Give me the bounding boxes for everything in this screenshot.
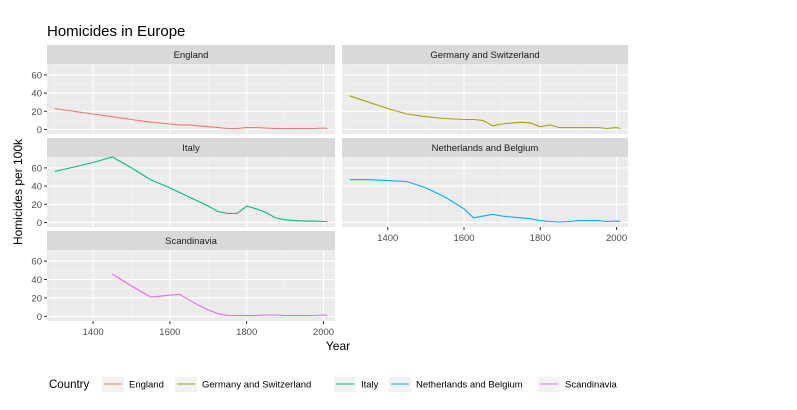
legend-item-scandinavia: Scandinavia xyxy=(538,377,617,392)
facet-strip-label: Germany and Switzerland xyxy=(430,50,539,61)
x-axis-title: Year xyxy=(326,339,350,353)
series-line-italy xyxy=(54,156,328,223)
y-axis-title: Homicides per 100k xyxy=(11,138,25,245)
x-tick-label: 1800 xyxy=(530,233,551,244)
y-tick-label: 0 xyxy=(37,218,42,229)
facet-strip xyxy=(47,138,335,157)
y-tick-label: 40 xyxy=(31,275,42,286)
legend-item-germany-and-switzerland: Germany and Switzerland xyxy=(175,377,311,392)
legend-label: Germany and Switzerland xyxy=(202,380,311,391)
facet-strip-label: Scandinavia xyxy=(165,236,217,247)
legend-item-italy: Italy xyxy=(334,377,379,392)
y-tick-label: 20 xyxy=(31,293,42,304)
facet-strip xyxy=(342,138,628,157)
x-tick-label: 1400 xyxy=(377,233,398,244)
legend-label: Netherlands and Belgium xyxy=(416,380,523,391)
facet-scandinavia: Scandinavia 0 20 40 60 1400 1600 1800 2000 xyxy=(31,231,335,338)
y-tick-label: 60 xyxy=(31,70,42,81)
x-tick-label: 2000 xyxy=(313,327,334,338)
legend-label: Italy xyxy=(361,380,379,391)
chart-title: Homicides in Europe xyxy=(47,23,185,40)
panel-background xyxy=(47,250,335,321)
facet-netherlands-and-belgium: Netherlands and Belgium 1400 1600 1800 2000 xyxy=(342,138,628,244)
legend: Country England Germany and Switzerland It… xyxy=(49,377,617,392)
series-line-scandinavia xyxy=(112,273,328,317)
facet-strip-label: England xyxy=(174,50,209,61)
facet-strip xyxy=(47,231,335,250)
legend-item-england: England xyxy=(102,377,164,392)
y-tick-label: 20 xyxy=(31,107,42,118)
facet-strip-label: Netherlands and Belgium xyxy=(432,143,539,154)
facet-strip xyxy=(342,45,628,64)
series-line-england xyxy=(54,107,328,130)
x-tick-label: 1800 xyxy=(236,327,257,338)
y-tick-label: 60 xyxy=(31,257,42,268)
series-line-germany-and-switzerland xyxy=(349,95,621,130)
y-tick-label: 0 xyxy=(37,125,42,136)
facet-italy: Italy 0 20 40 60 xyxy=(31,138,335,229)
x-tick-label: 1600 xyxy=(159,327,180,338)
facet-germany-and-switzerland: Germany and Switzerland xyxy=(342,45,628,134)
facet-panels: England 0 20 40 60 Germany and Switzerland Ita… xyxy=(31,45,628,338)
legend-item-netherlands-and-belgium: Netherlands and Belgium xyxy=(389,377,523,392)
legend-label: England xyxy=(129,380,164,391)
series-line-netherlands-and-belgium xyxy=(349,179,621,223)
y-tick-label: 60 xyxy=(31,163,42,174)
legend-title: Country xyxy=(49,379,90,391)
x-tick-label: 1600 xyxy=(453,233,474,244)
y-tick-label: 40 xyxy=(31,89,42,100)
facet-england: England 0 20 40 60 xyxy=(31,45,335,136)
facet-strip-label: Italy xyxy=(182,143,200,154)
x-tick-label: 1400 xyxy=(83,327,104,338)
legend-label: Scandinavia xyxy=(565,380,617,391)
facet-strip xyxy=(47,45,335,64)
panel-background xyxy=(47,64,335,134)
panel-background xyxy=(342,64,628,134)
y-tick-label: 0 xyxy=(37,312,42,323)
y-tick-label: 20 xyxy=(31,200,42,211)
panel-background xyxy=(47,157,335,227)
x-tick-label: 2000 xyxy=(606,233,627,244)
y-tick-label: 40 xyxy=(31,182,42,193)
